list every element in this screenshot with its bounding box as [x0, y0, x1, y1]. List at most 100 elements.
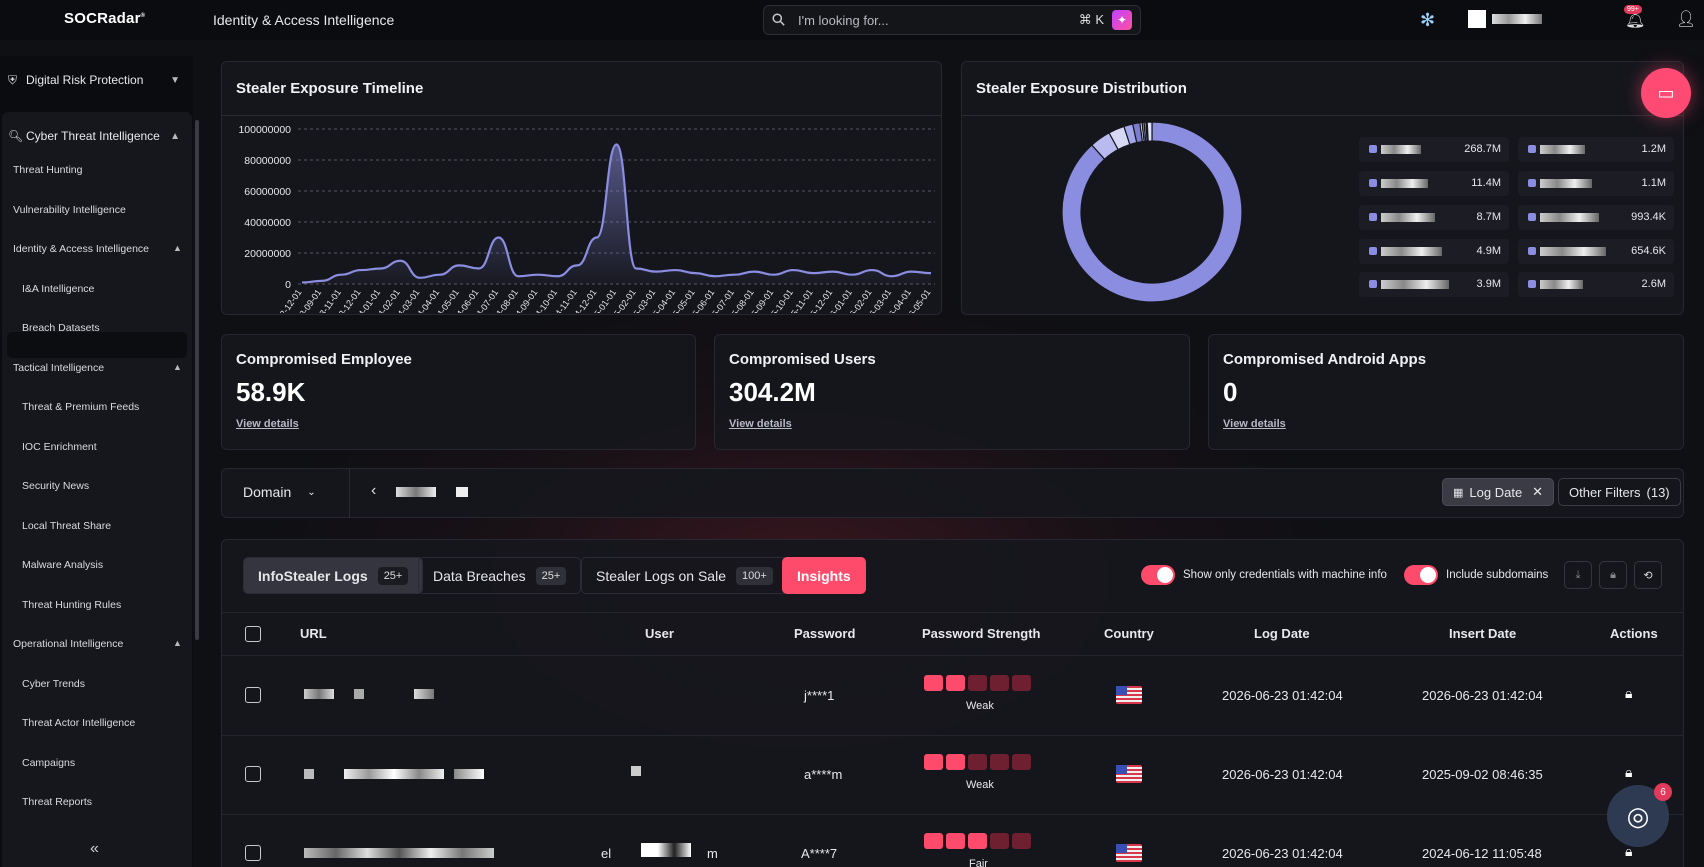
domain-select[interactable]: Domain ⌄ [221, 468, 349, 516]
metric-card-android-apps: Compromised Android Apps 0 View details [1208, 334, 1684, 450]
lock-icon[interactable]: 🔒︎ [1625, 843, 1633, 859]
legend-label-redacted [1540, 213, 1599, 222]
sidebar-item-label: Local Threat Share [22, 520, 112, 532]
legend-item[interactable]: 8.7M [1359, 205, 1509, 230]
bell-icon[interactable]: 🔔︎ [1625, 12, 1646, 29]
sidebar-item-breach-datasets[interactable]: Breach Datasets [22, 322, 100, 334]
legend-item[interactable]: 1.1M [1518, 171, 1674, 196]
sidebar-item-ioc-enrichment[interactable]: IOC Enrichment [22, 441, 97, 453]
sidebar-item-cyber-trends[interactable]: Cyber Trends [22, 678, 85, 690]
column-header-password-strength[interactable]: Password Strength [922, 626, 1041, 641]
user-redacted [641, 843, 691, 857]
legend-swatch [1369, 247, 1377, 255]
sidebar-item-threat-hunting-rules[interactable]: Threat Hunting Rules [22, 599, 121, 611]
log-date-filter-chip[interactable]: ▦ Log Date ✕ [1442, 478, 1555, 506]
history-icon[interactable]: ⟲ [1634, 561, 1662, 589]
sidebar-item-campaigns[interactable]: Campaigns [22, 757, 75, 769]
column-header-password[interactable]: Password [794, 626, 856, 641]
sidebar-item-vulnerability-intelligence[interactable]: Vulnerability Intelligence [13, 204, 126, 216]
password-strength-meter [924, 754, 1031, 770]
ai-sparkle-icon[interactable]: ✦ [1112, 10, 1132, 30]
socradar-logo[interactable]: SOCRadar® [64, 10, 145, 27]
log-date: 2026-06-23 01:42:04 [1222, 767, 1343, 782]
search-input[interactable]: I'm looking for... ⌘ K ✦ [763, 5, 1141, 35]
sidebar-item-label: Operational Intelligence [13, 638, 124, 650]
strength-segment [946, 833, 965, 849]
row-checkbox[interactable] [245, 766, 261, 782]
legend-item[interactable]: 11.4M [1359, 171, 1509, 196]
y-tick-label: 20000000 [244, 248, 291, 260]
user-prefix: el [601, 846, 612, 861]
sidebar-section-digital-risk[interactable]: ⛨ Digital Risk Protection ▼ [8, 65, 186, 95]
column-header-user[interactable]: User [645, 626, 674, 641]
organization-switcher[interactable] [1468, 10, 1542, 28]
legend-item[interactable]: 3.9M [1359, 272, 1509, 297]
sidebar-item-tactical-intelligence[interactable]: Tactical Intelligence ▲ [13, 362, 182, 374]
metric-value: 0 [1223, 377, 1238, 407]
tab-insights[interactable]: Insights [782, 557, 866, 594]
legend-item[interactable]: 993.4K [1518, 205, 1674, 230]
legend-item[interactable]: 1.2M [1518, 137, 1674, 162]
view-details-link[interactable]: View details [1223, 418, 1286, 430]
sidebar-item-security-news[interactable]: Security News [22, 480, 89, 492]
lock-icon[interactable]: 🔒︎ [1599, 561, 1627, 589]
search-placeholder: I'm looking for... [798, 12, 889, 28]
row-checkbox[interactable] [245, 687, 261, 703]
sidebar-item-identity-access[interactable]: Identity & Access Intelligence ▲ [13, 243, 182, 255]
other-filters-button[interactable]: Other Filters (13) [1558, 478, 1681, 506]
column-header-url[interactable]: URL [300, 626, 327, 641]
us-flag-icon [1116, 686, 1142, 704]
row-checkbox[interactable] [245, 845, 261, 861]
legend-label-redacted [1381, 280, 1449, 289]
sidebar-item-threat-premium-feeds[interactable]: Threat & Premium Feeds [22, 401, 139, 413]
tab-data-breaches[interactable]: Data Breaches 25+ [418, 557, 582, 594]
subdomains-toggle[interactable] [1404, 565, 1438, 585]
distribution-donut-chart [1062, 122, 1242, 302]
sidebar-item-local-threat-share[interactable]: Local Threat Share [22, 520, 111, 532]
integrations-icon[interactable]: ✻ [1420, 10, 1436, 30]
machine-info-toggle[interactable] [1141, 565, 1175, 585]
column-header-insert-date[interactable]: Insert Date [1449, 626, 1517, 641]
sidebar-item-label: Security News [22, 480, 90, 492]
sidebar-item-threat-hunting[interactable]: Threat Hunting [13, 164, 82, 176]
sidebar-item-threat-reports[interactable]: Threat Reports [22, 796, 92, 808]
legend-item[interactable]: 2.6M [1518, 272, 1674, 297]
lock-icon[interactable]: 🔒︎ [1625, 764, 1633, 780]
legend-swatch [1369, 179, 1377, 187]
legend-item[interactable]: 4.9M [1359, 239, 1509, 264]
sidebar-scrollbar[interactable] [195, 120, 199, 640]
strength-segment [1012, 754, 1031, 770]
sidebar-item-label: I&A Intelligence [22, 283, 95, 295]
metric-value: 304.2M [729, 377, 816, 407]
metric-value: 58.9K [236, 377, 306, 407]
legend-item[interactable]: 268.7M [1359, 137, 1509, 162]
sidebar-item-label: Vulnerability Intelligence [13, 204, 126, 216]
user-icon[interactable]: 👤︎ [1676, 11, 1697, 28]
legend-value: 4.9M [1476, 245, 1501, 257]
column-header-country[interactable]: Country [1104, 626, 1154, 641]
sidebar-item-threat-actor-intelligence[interactable]: Threat Actor Intelligence [22, 717, 135, 729]
legend-label-redacted [1540, 247, 1606, 256]
sidebar-item-malware-analysis[interactable]: Malware Analysis [22, 559, 103, 571]
subdomains-label: Include subdomains [1446, 569, 1549, 581]
tab-count-badge: 25+ [535, 566, 567, 585]
download-icon[interactable]: ⤓ [1564, 561, 1592, 589]
machine-info-label: Show only credentials with machine info [1183, 569, 1387, 581]
tab-infostealer-logs[interactable]: InfoStealer Logs 25+ [243, 557, 424, 594]
chevron-left-icon[interactable]: ‹ [371, 482, 377, 499]
legend-label-redacted [1540, 145, 1585, 154]
sidebar-item-ia-intelligence[interactable]: I&A Intelligence [22, 283, 94, 295]
view-details-link[interactable]: View details [236, 418, 299, 430]
lock-icon[interactable]: 🔒︎ [1625, 685, 1633, 701]
sidebar-item-label: Breach Datasets [22, 322, 100, 334]
column-header-log-date[interactable]: Log Date [1254, 626, 1310, 641]
tab-stealer-logs-on-sale[interactable]: Stealer Logs on Sale 100+ [581, 557, 788, 594]
card-view-button[interactable]: ▭ [1641, 68, 1691, 118]
collapse-sidebar-icon[interactable]: « [90, 840, 99, 857]
sidebar-item-operational-intelligence[interactable]: Operational Intelligence ▲ [13, 638, 182, 650]
legend-item[interactable]: 654.6K [1518, 239, 1674, 264]
sidebar-section-cti[interactable]: 🔍︎ Cyber Threat Intelligence ▲ [8, 121, 186, 151]
close-icon[interactable]: ✕ [1532, 484, 1544, 499]
view-details-link[interactable]: View details [729, 418, 792, 430]
select-all-checkbox[interactable] [245, 626, 261, 642]
